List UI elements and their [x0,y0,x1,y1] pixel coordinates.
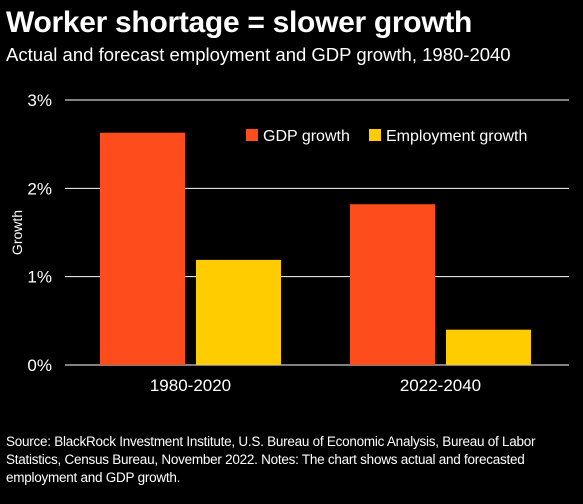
y-axis-label: Growth [9,210,25,255]
axis-labels: 0% 1% 2% 3% Growth 1980-2020 2022-2040 [9,91,481,395]
chart-title: Worker shortage = slower growth [6,6,473,39]
y-tick-label: 2% [27,179,52,198]
y-tick-label: 1% [27,268,52,287]
y-tick-label: 3% [27,91,52,110]
bar-chart: 0% 1% 2% 3% Growth 1980-2020 2022-2040 GDP gro… [9,91,569,395]
legend-label-1: Employment growth [386,128,527,145]
bars [100,132,531,365]
chart-subtitle: Actual and forecast employment and GDP g… [6,44,511,65]
x-tick-label: 2022-2040 [400,376,481,395]
y-tick-label: 0% [27,356,52,375]
source-note: Source: BlackRock Investment Institute, … [6,434,536,485]
legend-swatch-1 [369,129,381,141]
x-tick-label: 1980-2020 [150,376,231,395]
bar-gdp-0 [100,132,185,365]
bar-gdp-1 [350,204,435,365]
legend: GDP growth Employment growth [246,128,527,145]
legend-label-0: GDP growth [263,128,350,145]
bar-employment-1 [446,329,531,365]
bar-employment-0 [196,259,281,365]
legend-swatch-0 [246,129,258,141]
